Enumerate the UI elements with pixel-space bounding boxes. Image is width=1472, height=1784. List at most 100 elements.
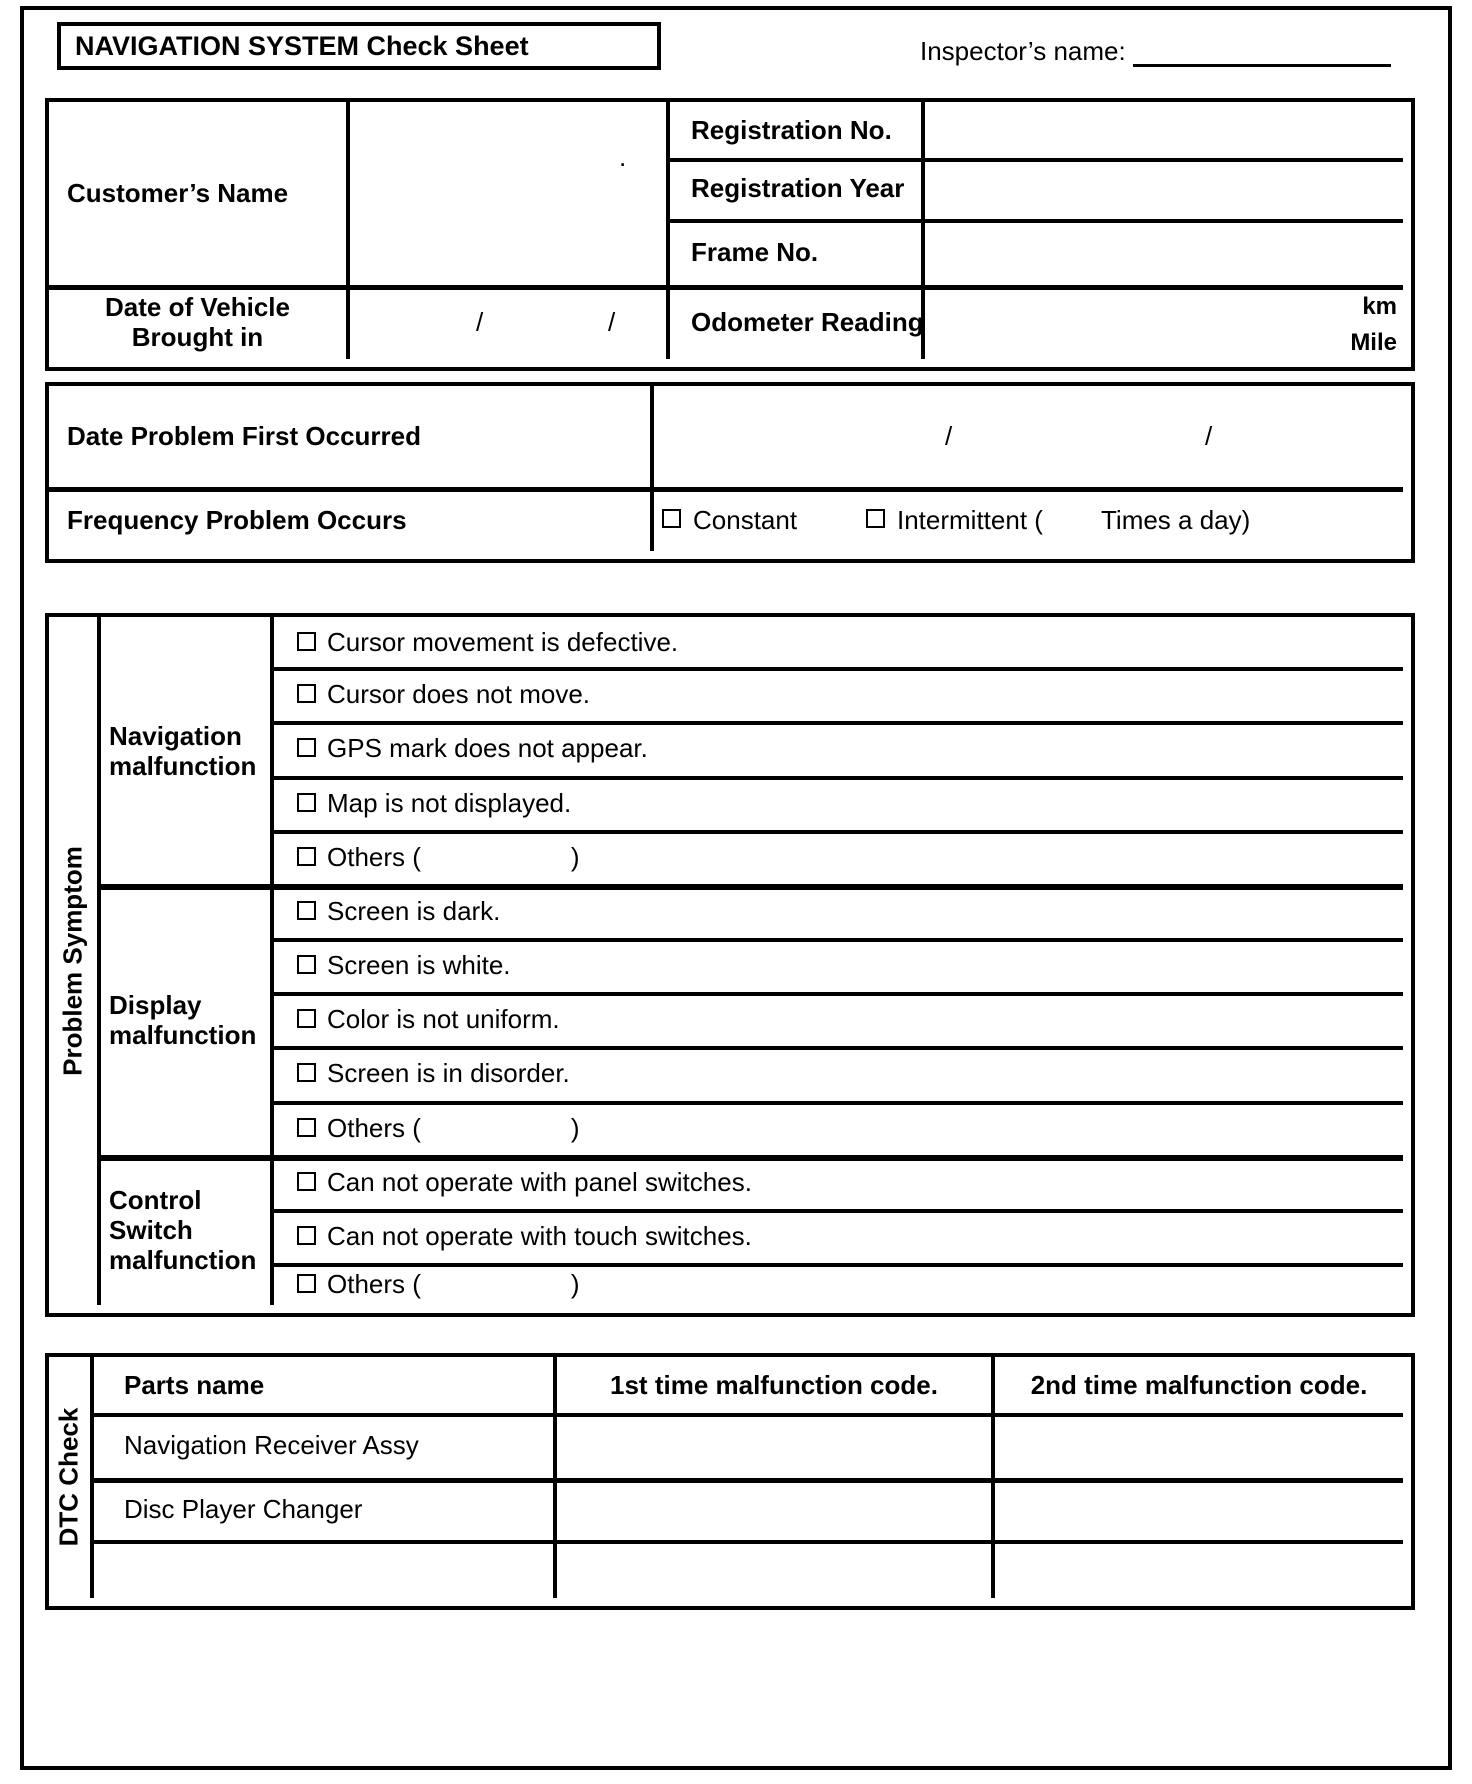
dtc-second-code-input[interactable] <box>995 1483 1403 1540</box>
odometer-input[interactable] <box>925 290 1325 359</box>
date-brought-in-label: Date of Vehicle Brought in <box>105 292 290 352</box>
dtc-second-code-input[interactable] <box>995 1544 1403 1598</box>
symptom-checkbox[interactable] <box>297 632 316 651</box>
symptom-label: Color is not uniform. <box>327 1004 560 1034</box>
inspector-name-label: Inspector’s name: <box>920 36 1126 66</box>
symptom-label: Can not operate with panel switches. <box>327 1167 752 1197</box>
symptom-checkbox[interactable] <box>297 1226 316 1245</box>
symptom-checkbox[interactable] <box>297 684 316 703</box>
times-a-day-input[interactable] <box>1059 492 1099 551</box>
symptom-label: Map is not displayed. <box>327 788 572 818</box>
odometer-unit-mile: Mile <box>1350 329 1397 356</box>
date-slash: / <box>476 307 484 337</box>
date-slash: / <box>1205 421 1213 451</box>
divider <box>270 1263 1403 1267</box>
group-label-display-malfunction: Display malfunction <box>109 990 257 1050</box>
symptom-label: Cursor does not move. <box>327 679 591 709</box>
symptom-label: Screen is white. <box>327 950 511 980</box>
dtc-part-name-input[interactable] <box>94 1544 553 1598</box>
dtc-first-code-input[interactable] <box>557 1483 991 1540</box>
parts-name-header: Parts name <box>124 1370 265 1400</box>
divider <box>346 102 350 359</box>
odometer-label: Odometer Reading <box>691 307 924 337</box>
constant-checkbox[interactable] <box>662 509 681 528</box>
second-malfunction-code-header: 2nd time malfunction code. <box>1030 1370 1368 1400</box>
stray-mark: . <box>619 142 627 172</box>
divider <box>650 386 654 551</box>
symptom-label: Can not operate with touch switches. <box>327 1221 752 1251</box>
symptom-checkbox[interactable] <box>297 1172 316 1191</box>
divider <box>666 102 670 359</box>
registration-no-input[interactable] <box>925 102 1403 158</box>
dtc-first-code-input[interactable] <box>557 1417 991 1478</box>
symptom-label: Cursor movement is defective. <box>327 627 679 657</box>
divider <box>666 158 1403 162</box>
registration-year-label: Registration Year <box>691 173 905 203</box>
odometer-unit-km: km <box>1362 293 1397 320</box>
dtc-second-code-input[interactable] <box>995 1417 1403 1478</box>
symptom-label: Others () <box>327 1113 580 1143</box>
divider <box>97 884 1403 890</box>
divider <box>921 102 925 359</box>
date-slash: / <box>608 307 616 337</box>
divider <box>90 1413 1403 1417</box>
dtc-part-name: Navigation Receiver Assy <box>124 1430 419 1460</box>
divider <box>270 617 274 1305</box>
intermittent-label: Intermittent ( <box>897 505 1043 535</box>
divider <box>666 219 1403 223</box>
problem-symptom-table: Problem Symptom Navigation malfunction D… <box>45 613 1415 1317</box>
divider <box>270 1209 1403 1213</box>
inspector-name-row: Inspector’s name: <box>920 34 1391 67</box>
registration-year-input[interactable] <box>925 162 1403 219</box>
customer-name-label: Customer’s Name <box>67 178 289 208</box>
date-problem-label: Date Problem First Occurred <box>67 421 421 451</box>
divider <box>270 992 1403 996</box>
symptom-checkbox[interactable] <box>297 793 316 812</box>
times-a-day-label: Times a day) <box>1101 505 1251 535</box>
group-label-navigation-malfunction: Navigation malfunction <box>109 721 257 781</box>
symptom-checkbox[interactable] <box>297 1009 316 1028</box>
frame-no-input[interactable] <box>925 223 1403 285</box>
symptom-label: Others () <box>327 1269 580 1299</box>
symptom-checkbox[interactable] <box>297 1063 316 1082</box>
divider <box>991 1357 995 1598</box>
inspector-name-input[interactable] <box>1132 34 1391 67</box>
divider <box>270 667 1403 671</box>
divider <box>270 776 1403 780</box>
divider <box>49 487 1403 492</box>
intermittent-checkbox[interactable] <box>866 509 885 528</box>
customer-info-table: Customer’s Name . Registration No. Regis… <box>45 98 1415 371</box>
divider <box>270 938 1403 942</box>
symptom-label: Screen is dark. <box>327 896 501 926</box>
frequency-label: Frequency Problem Occurs <box>67 505 407 535</box>
divider <box>97 1155 1403 1161</box>
divider <box>90 1478 1403 1483</box>
frame-no-label: Frame No. <box>691 237 819 267</box>
symptom-label: Screen is in disorder. <box>327 1058 570 1088</box>
page-title: NAVIGATION SYSTEM Check Sheet <box>57 22 661 70</box>
symptom-checkbox[interactable] <box>297 1118 316 1137</box>
divider <box>270 1046 1403 1050</box>
first-malfunction-code-header: 1st time malfunction code. <box>610 1370 938 1400</box>
divider <box>270 830 1403 834</box>
dtc-part-name: Disc Player Changer <box>124 1494 363 1524</box>
registration-no-label: Registration No. <box>691 115 892 145</box>
symptom-checkbox[interactable] <box>297 847 316 866</box>
problem-info-table: Date Problem First Occurred / / Frequenc… <box>45 382 1415 563</box>
symptom-checkbox[interactable] <box>297 955 316 974</box>
divider <box>49 285 1403 290</box>
divider <box>270 1101 1403 1105</box>
problem-symptom-section-label: Problem Symptom <box>57 846 88 1076</box>
customer-name-input[interactable] <box>350 102 666 285</box>
date-problem-input[interactable] <box>654 386 1403 487</box>
dtc-first-code-input[interactable] <box>557 1544 991 1598</box>
dtc-check-section-label: DTC Check <box>53 1407 84 1547</box>
group-label-control-switch-malfunction: Control Switch malfunction <box>109 1185 257 1275</box>
symptom-checkbox[interactable] <box>297 1274 316 1293</box>
divider <box>553 1357 557 1598</box>
date-brought-in-input[interactable] <box>350 290 666 359</box>
symptom-checkbox[interactable] <box>297 901 316 920</box>
symptom-checkbox[interactable] <box>297 738 316 757</box>
dtc-check-table: DTC Check Parts name 1st time malfunctio… <box>45 1353 1415 1610</box>
